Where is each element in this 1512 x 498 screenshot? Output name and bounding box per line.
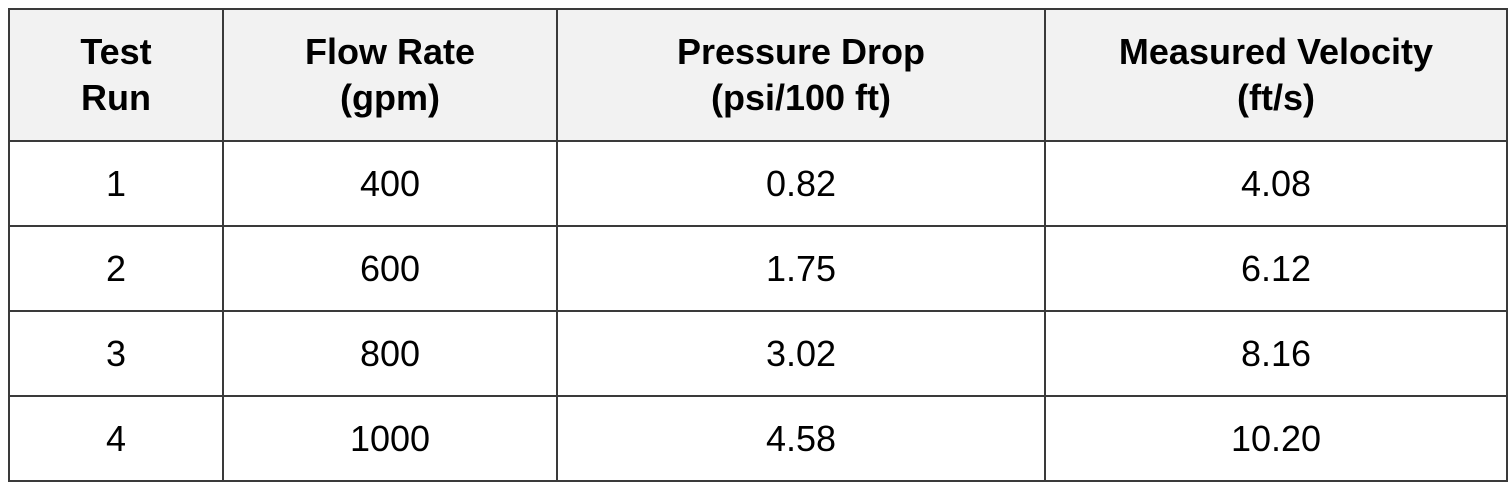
table-row: 1 400 0.82 4.08 — [8, 140, 1508, 227]
table-cell: 4.58 — [556, 395, 1046, 482]
table-cell: 4.08 — [1044, 140, 1508, 227]
header-cell: Measured Velocity (ft/s) — [1044, 8, 1508, 142]
table-cell: 2 — [8, 225, 224, 312]
table-row: 4 1000 4.58 10.20 — [8, 395, 1508, 482]
header-text: Run — [81, 77, 151, 118]
table-body: 1 400 0.82 4.08 2 600 1.75 6.12 3 800 3.02 8.16 4 100… — [8, 140, 1508, 482]
header-text: (gpm) — [340, 77, 440, 118]
table-cell: 4 — [8, 395, 224, 482]
table-cell: 6.12 — [1044, 225, 1508, 312]
header-cell: Pressure Drop (psi/100 ft) — [556, 8, 1046, 142]
header-text: Test — [80, 31, 152, 72]
table-row: 2 600 1.75 6.12 — [8, 225, 1508, 312]
header-text: (ft/s) — [1237, 77, 1315, 118]
header-row: Test Run Flow Rate (gpm) Pressure Drop (psi/1… — [8, 8, 1508, 142]
table-cell: 1.75 — [556, 225, 1046, 312]
header-text: Pressure Drop — [676, 31, 926, 72]
table-cell: 3 — [8, 310, 224, 397]
table-cell: 3.02 — [556, 310, 1046, 397]
table-cell: 10.20 — [1044, 395, 1508, 482]
header-text: Measured Velocity — [1118, 31, 1434, 72]
table-cell: 1000 — [222, 395, 558, 482]
header-cell: Test Run — [8, 8, 224, 142]
header-text: (psi/100 ft) — [710, 77, 892, 118]
header-text: Flow Rate — [304, 31, 475, 72]
table-cell: 600 — [222, 225, 558, 312]
data-table: Test Run Flow Rate (gpm) Pressure Drop (psi/1… — [8, 8, 1508, 482]
table-row: 3 800 3.02 8.16 — [8, 310, 1508, 397]
table-cell: 1 — [8, 140, 224, 227]
table-cell: 400 — [222, 140, 558, 227]
table-cell: 8.16 — [1044, 310, 1508, 397]
header-cell: Flow Rate (gpm) — [222, 8, 558, 142]
table-cell: 800 — [222, 310, 558, 397]
table-cell: 0.82 — [556, 140, 1046, 227]
